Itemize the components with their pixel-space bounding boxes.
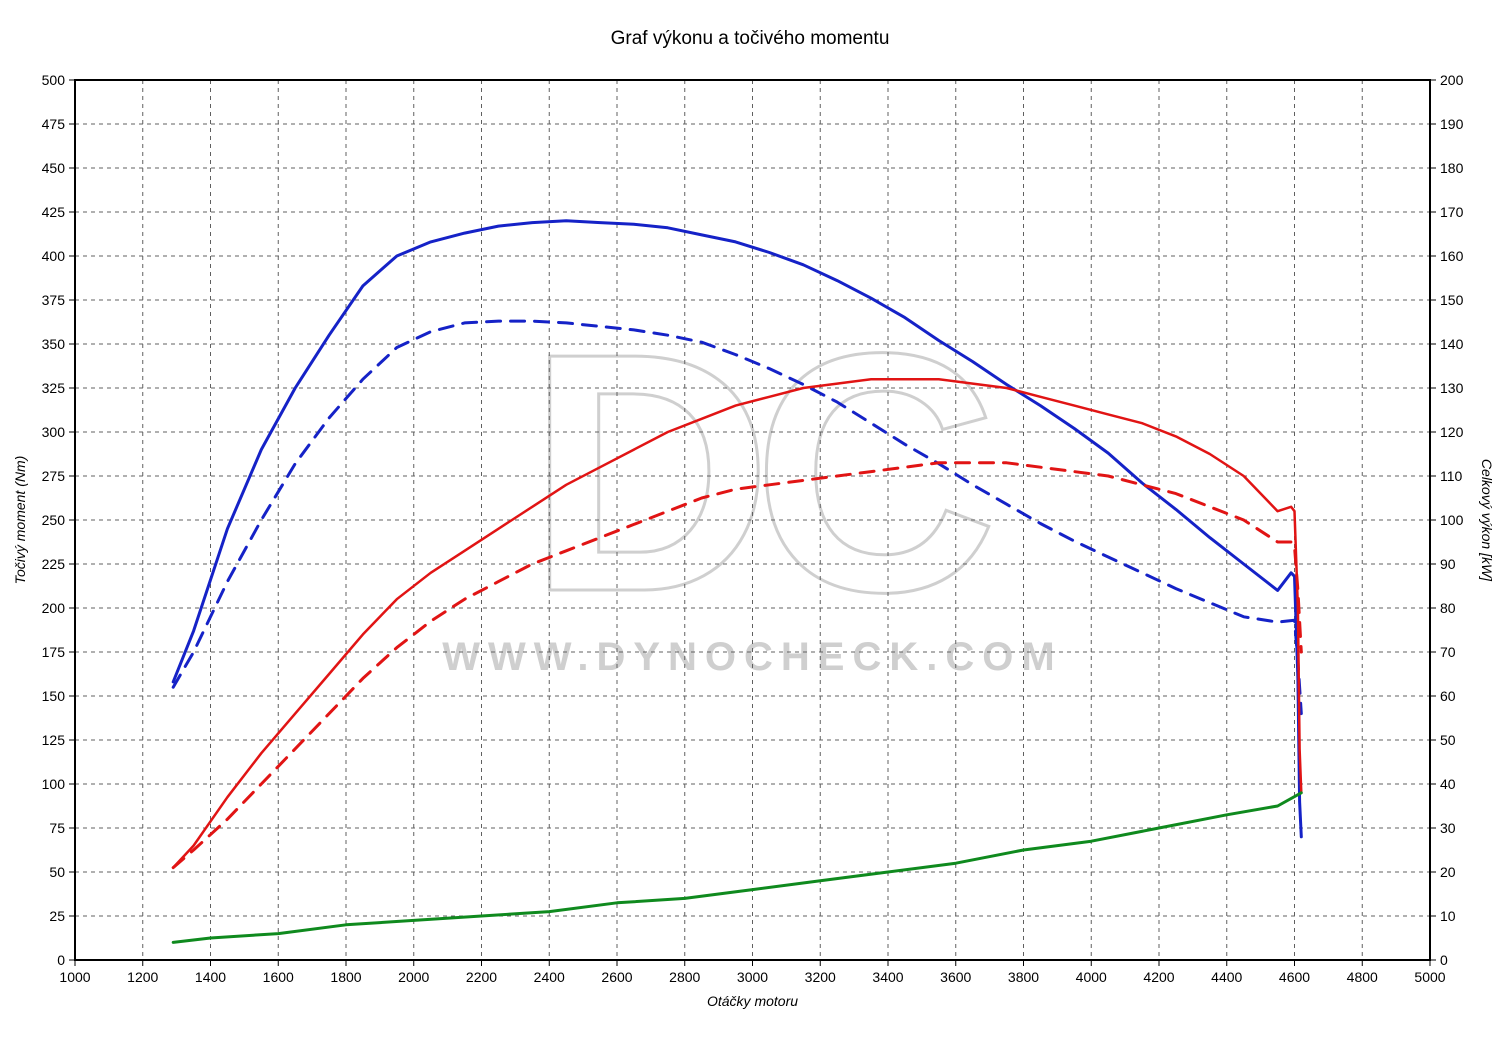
y-left-tick-label: 425: [42, 204, 66, 220]
y-right-tick-label: 60: [1440, 688, 1456, 704]
y-right-tick-label: 130: [1440, 380, 1464, 396]
chart-container: { "chart": { "type": "line-dual-y", "tit…: [0, 0, 1500, 1041]
x-tick-label: 3600: [940, 969, 971, 985]
y-left-tick-label: 125: [42, 732, 66, 748]
x-tick-label: 4200: [1143, 969, 1174, 985]
x-tick-label: 3200: [805, 969, 836, 985]
y-right-tick-label: 40: [1440, 776, 1456, 792]
x-tick-label: 2200: [466, 969, 497, 985]
y-right-tick-label: 20: [1440, 864, 1456, 880]
y-right-tick-label: 190: [1440, 116, 1464, 132]
y-left-tick-label: 475: [42, 116, 66, 132]
y-right-tick-label: 10: [1440, 908, 1456, 924]
dyno-chart: DCWWW.DYNOCHECK.COM 10001200140016001800…: [0, 0, 1500, 1041]
y-right-tick-label: 110: [1440, 468, 1463, 484]
y-left-tick-label: 250: [42, 512, 66, 528]
y-right-tick-label: 180: [1440, 160, 1464, 176]
y-left-tick-label: 150: [42, 688, 66, 704]
y-left-tick-label: 500: [42, 72, 66, 88]
x-tick-label: 4800: [1347, 969, 1378, 985]
x-tick-label: 1800: [330, 969, 361, 985]
x-tick-label: 1000: [59, 969, 90, 985]
grid: [69, 80, 1436, 966]
chart-title: Graf výkonu a točivého momentu: [0, 28, 1500, 50]
y-left-tick-label: 325: [42, 380, 66, 396]
series-losses: [173, 793, 1301, 943]
y-right-tick-label: 70: [1440, 644, 1456, 660]
x-axis-label: Otáčky motoru: [707, 993, 798, 1009]
y-right-tick-label: 90: [1440, 556, 1456, 572]
y-left-ticks: 0 25 50 75 100 125 150 175 200 225 250 275 300 325 350…: [42, 72, 66, 968]
x-tick-label: 3000: [737, 969, 768, 985]
x-ticks: 1000 1200 1400 1600 1800 2000 2200 2400 2600 2800…: [59, 969, 1445, 985]
y-left-tick-label: 275: [42, 468, 66, 484]
y-right-tick-label: 30: [1440, 820, 1456, 836]
y-right-tick-label: 120: [1440, 424, 1464, 440]
y-right-tick-label: 170: [1440, 204, 1464, 220]
x-tick-label: 2400: [534, 969, 565, 985]
y-left-tick-label: 350: [42, 336, 66, 352]
x-tick-label: 2600: [601, 969, 632, 985]
x-tick-label: 3800: [1008, 969, 1039, 985]
y-left-tick-label: 175: [42, 644, 66, 660]
x-tick-label: 1200: [127, 969, 158, 985]
y-left-tick-label: 0: [57, 952, 65, 968]
y-right-tick-label: 150: [1440, 292, 1464, 308]
y-left-tick-label: 25: [49, 908, 65, 924]
y-right-tick-label: 160: [1440, 248, 1464, 264]
svg-text:DC: DC: [527, 283, 992, 663]
x-tick-label: 3400: [872, 969, 903, 985]
y-right-tick-label: 200: [1440, 72, 1464, 88]
y-left-tick-label: 375: [42, 292, 66, 308]
y-right-axis-label: Celkový výkon [kW]: [1479, 459, 1495, 582]
y-left-tick-label: 400: [42, 248, 66, 264]
y-left-tick-label: 450: [42, 160, 66, 176]
x-tick-label: 1400: [195, 969, 226, 985]
y-right-ticks: 0 10 20 30 40 50 60 70 80 90 100 110 120 130 140 150 160…: [1440, 72, 1464, 968]
x-tick-label: 1600: [263, 969, 294, 985]
y-left-tick-label: 300: [42, 424, 66, 440]
y-left-tick-label: 50: [49, 864, 65, 880]
y-right-tick-label: 50: [1440, 732, 1456, 748]
x-tick-label: 4000: [1076, 969, 1107, 985]
y-left-axis-label: Točivý moment (Nm): [12, 456, 28, 585]
x-tick-label: 4600: [1279, 969, 1310, 985]
x-tick-label: 2800: [669, 969, 700, 985]
x-tick-label: 2000: [398, 969, 429, 985]
x-tick-label: 4400: [1211, 969, 1242, 985]
y-left-tick-label: 100: [42, 776, 66, 792]
y-right-tick-label: 140: [1440, 336, 1464, 352]
y-right-tick-label: 80: [1440, 600, 1456, 616]
y-left-tick-label: 225: [42, 556, 66, 572]
x-tick-label: 5000: [1414, 969, 1445, 985]
y-right-tick-label: 100: [1440, 512, 1464, 528]
y-left-tick-label: 75: [49, 820, 65, 836]
y-right-tick-label: 0: [1440, 952, 1448, 968]
y-left-tick-label: 200: [42, 600, 66, 616]
